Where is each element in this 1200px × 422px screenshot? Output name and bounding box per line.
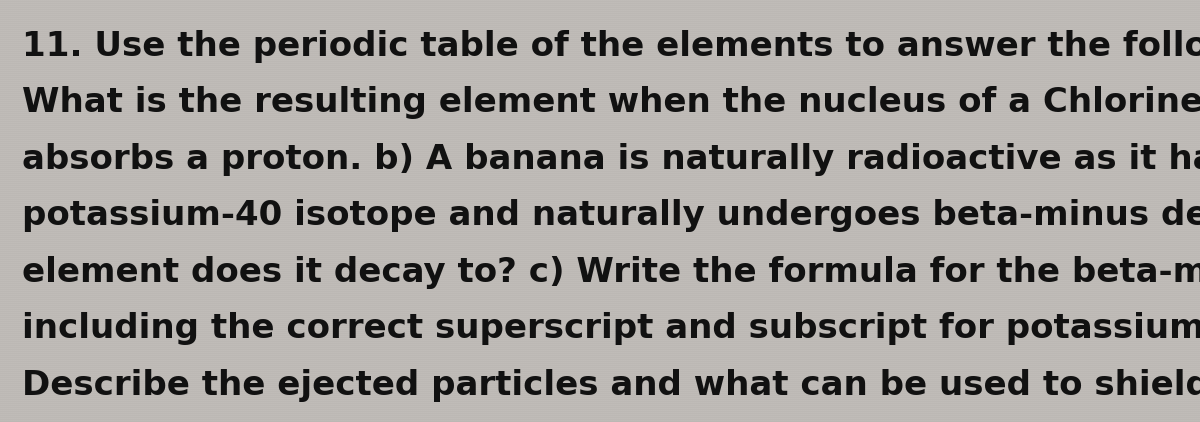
Text: 11. Use the periodic table of the elements to answer the following : a): 11. Use the periodic table of the elemen…: [22, 30, 1200, 62]
Text: absorbs a proton. b) A banana is naturally radioactive as it has the: absorbs a proton. b) A banana is natural…: [22, 143, 1200, 176]
Text: potassium-40 isotope and naturally undergoes beta-minus decay. What: potassium-40 isotope and naturally under…: [22, 199, 1200, 232]
Text: including the correct superscript and subscript for potassium 40 and d): including the correct superscript and su…: [22, 312, 1200, 345]
Text: element does it decay to? c) Write the formula for the beta-minus decay: element does it decay to? c) Write the f…: [22, 256, 1200, 289]
Text: Describe the ejected particles and what can be used to shield or block: Describe the ejected particles and what …: [22, 369, 1200, 402]
Text: What is the resulting element when the nucleus of a Chlorine atom: What is the resulting element when the n…: [22, 86, 1200, 119]
